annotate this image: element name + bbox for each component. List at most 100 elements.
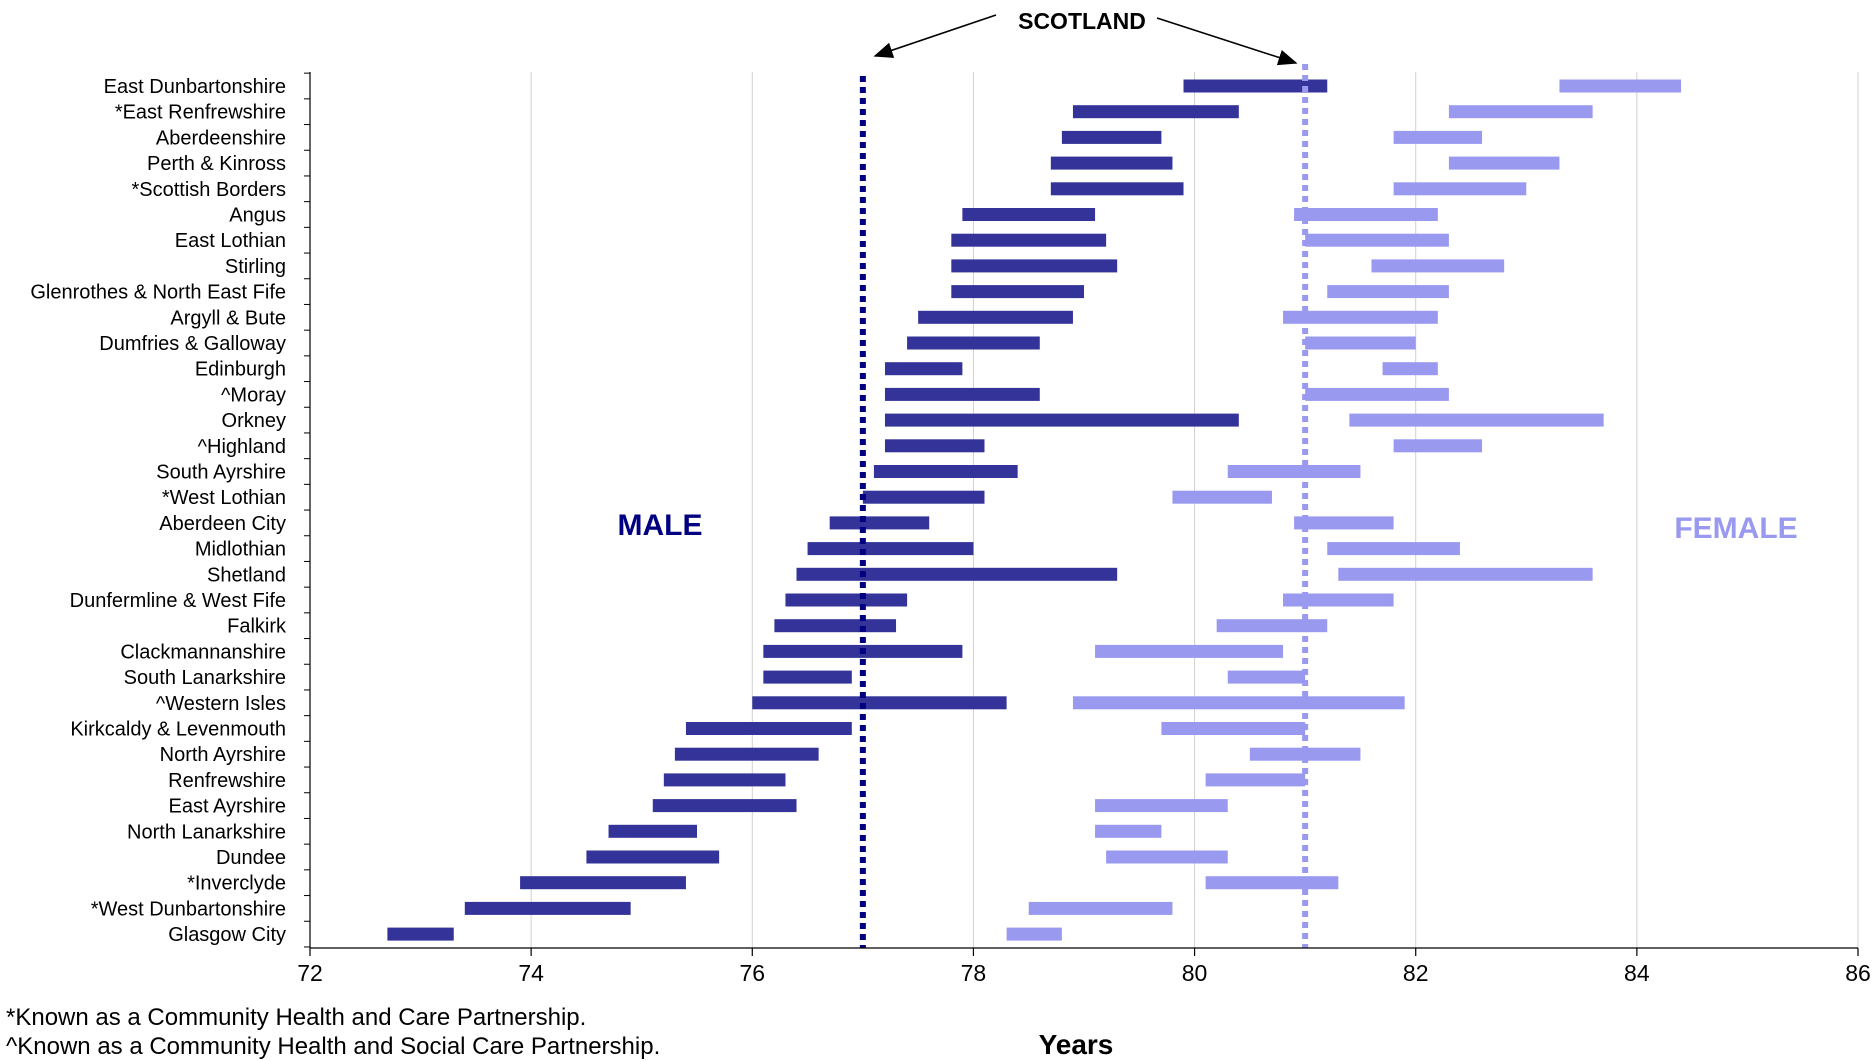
category-label: Dundee bbox=[216, 847, 286, 869]
scotland-label: SCOTLAND bbox=[1018, 8, 1146, 34]
female-range-bar bbox=[1393, 130, 1483, 144]
category-label: *Scottish Borders bbox=[131, 179, 286, 201]
category-label: Aberdeenshire bbox=[156, 127, 286, 149]
female-range-bar bbox=[1559, 79, 1682, 93]
category-label: *West Lothian bbox=[162, 487, 286, 509]
female-range-bar bbox=[1283, 310, 1438, 324]
chart-annotations: MALE FEMALE SCOTLAND Years bbox=[618, 8, 1798, 1059]
female-range-bar bbox=[1371, 259, 1505, 273]
category-label: Falkirk bbox=[227, 616, 287, 638]
male-range-bar bbox=[752, 696, 1007, 710]
category-label: East Dunbartonshire bbox=[104, 76, 286, 98]
female-range-bar bbox=[1205, 876, 1339, 890]
category-label: *Inverclyde bbox=[187, 873, 286, 895]
category-label: Stirling bbox=[225, 256, 286, 278]
category-label: Dumfries & Galloway bbox=[99, 333, 286, 355]
female-range-bar bbox=[1205, 773, 1306, 787]
category-label: ^Moray bbox=[221, 384, 286, 406]
female-range-bar bbox=[1227, 670, 1306, 684]
male-range-bar bbox=[951, 259, 1118, 273]
category-label: North Lanarkshire bbox=[127, 821, 286, 843]
category-label: Aberdeen City bbox=[159, 513, 286, 535]
x-tick-label: 84 bbox=[1624, 960, 1650, 986]
category-label: North Ayrshire bbox=[160, 744, 286, 766]
male-range-bar bbox=[862, 490, 985, 504]
male-series-label: MALE bbox=[618, 509, 703, 542]
scotland-arrow-female bbox=[1156, 17, 1298, 66]
category-label: *West Dunbartonshire bbox=[91, 898, 286, 920]
female-range-bar bbox=[1294, 516, 1394, 530]
x-tick-label: 86 bbox=[1845, 960, 1871, 986]
x-tick-label: 76 bbox=[739, 960, 765, 986]
category-label: Edinburgh bbox=[195, 359, 286, 381]
category-label: Argyll & Bute bbox=[170, 307, 286, 329]
category-label: South Lanarkshire bbox=[124, 667, 286, 689]
category-label: East Lothian bbox=[175, 230, 286, 252]
x-tick-label: 72 bbox=[297, 960, 323, 986]
female-range-bar bbox=[1095, 824, 1162, 838]
male-range-bar bbox=[962, 208, 1096, 221]
category-labels: East Dunbartonshire *East Renfrewshire Abe… bbox=[30, 76, 287, 946]
reference-lines bbox=[859, 64, 1309, 948]
x-tick-label: 74 bbox=[518, 960, 544, 986]
female-range-bar bbox=[1095, 799, 1228, 813]
female-range-bar bbox=[1448, 156, 1560, 170]
male-range-bar bbox=[951, 285, 1084, 299]
female-range-bar bbox=[1161, 722, 1306, 735]
x-tick-label: 78 bbox=[961, 960, 987, 986]
female-range-bar bbox=[1106, 850, 1228, 864]
male-range-bar bbox=[1050, 182, 1184, 196]
scotland-arrow-male bbox=[873, 14, 997, 58]
category-label: Perth & Kinross bbox=[147, 153, 286, 175]
male-range-bar bbox=[685, 722, 852, 735]
male-range-bar bbox=[873, 465, 1018, 478]
footnote-chcp: *Known as a Community Health and Care Pa… bbox=[6, 1004, 587, 1031]
female-range-bar bbox=[1172, 490, 1272, 504]
x-axis-title: Years bbox=[1039, 1029, 1114, 1059]
female-range-bar bbox=[1227, 465, 1361, 478]
x-tick-label: 82 bbox=[1403, 960, 1429, 986]
female-range-bar bbox=[1393, 439, 1483, 453]
category-label: ^Highland bbox=[198, 436, 286, 458]
female-range-bar bbox=[1448, 105, 1593, 119]
male-range-bar bbox=[464, 901, 631, 915]
x-tick-label: 80 bbox=[1182, 960, 1208, 986]
female-range-bar bbox=[1382, 362, 1438, 376]
male-range-bar bbox=[951, 233, 1107, 247]
female-range-bar bbox=[1216, 619, 1328, 633]
category-label: ^Western Isles bbox=[156, 693, 286, 715]
category-label: Shetland bbox=[207, 564, 286, 586]
male-range-bar bbox=[807, 542, 974, 556]
male-range-bar bbox=[1061, 130, 1162, 144]
female-range-bar bbox=[1349, 413, 1604, 427]
male-range-bar bbox=[1072, 105, 1239, 119]
category-label: Angus bbox=[229, 205, 286, 227]
footnote-chscp: ^Known as a Community Health and Social … bbox=[6, 1033, 661, 1060]
category-label: Orkney bbox=[222, 410, 286, 432]
male-range-bar bbox=[1050, 156, 1173, 170]
female-range-bar bbox=[1305, 233, 1449, 247]
female-range-bar bbox=[1327, 542, 1460, 556]
female-range-bar bbox=[1305, 387, 1449, 401]
bars bbox=[387, 79, 1682, 941]
female-range-bar bbox=[1095, 644, 1284, 658]
male-range-bar bbox=[918, 310, 1073, 324]
male-range-bar bbox=[387, 927, 454, 941]
axes: 72 74 76 78 80 82 84 86 bbox=[297, 72, 1871, 986]
category-label: Dunfermline & West Fife bbox=[70, 590, 286, 612]
male-range-bar bbox=[520, 876, 686, 890]
male-range-bar bbox=[796, 567, 1118, 581]
category-label: Glenrothes & North East Fife bbox=[30, 282, 286, 304]
category-label: *East Renfrewshire bbox=[115, 102, 286, 124]
female-range-bar bbox=[1338, 567, 1593, 581]
male-range-bar bbox=[785, 593, 908, 607]
male-range-bar bbox=[608, 824, 697, 838]
category-label: Glasgow City bbox=[168, 924, 286, 946]
category-label: Clackmannanshire bbox=[120, 641, 286, 663]
male-range-bar bbox=[652, 799, 797, 813]
male-range-bar bbox=[674, 747, 819, 761]
female-range-bar bbox=[1327, 285, 1449, 299]
male-range-bar bbox=[884, 362, 963, 376]
category-label: Midlothian bbox=[195, 539, 286, 561]
